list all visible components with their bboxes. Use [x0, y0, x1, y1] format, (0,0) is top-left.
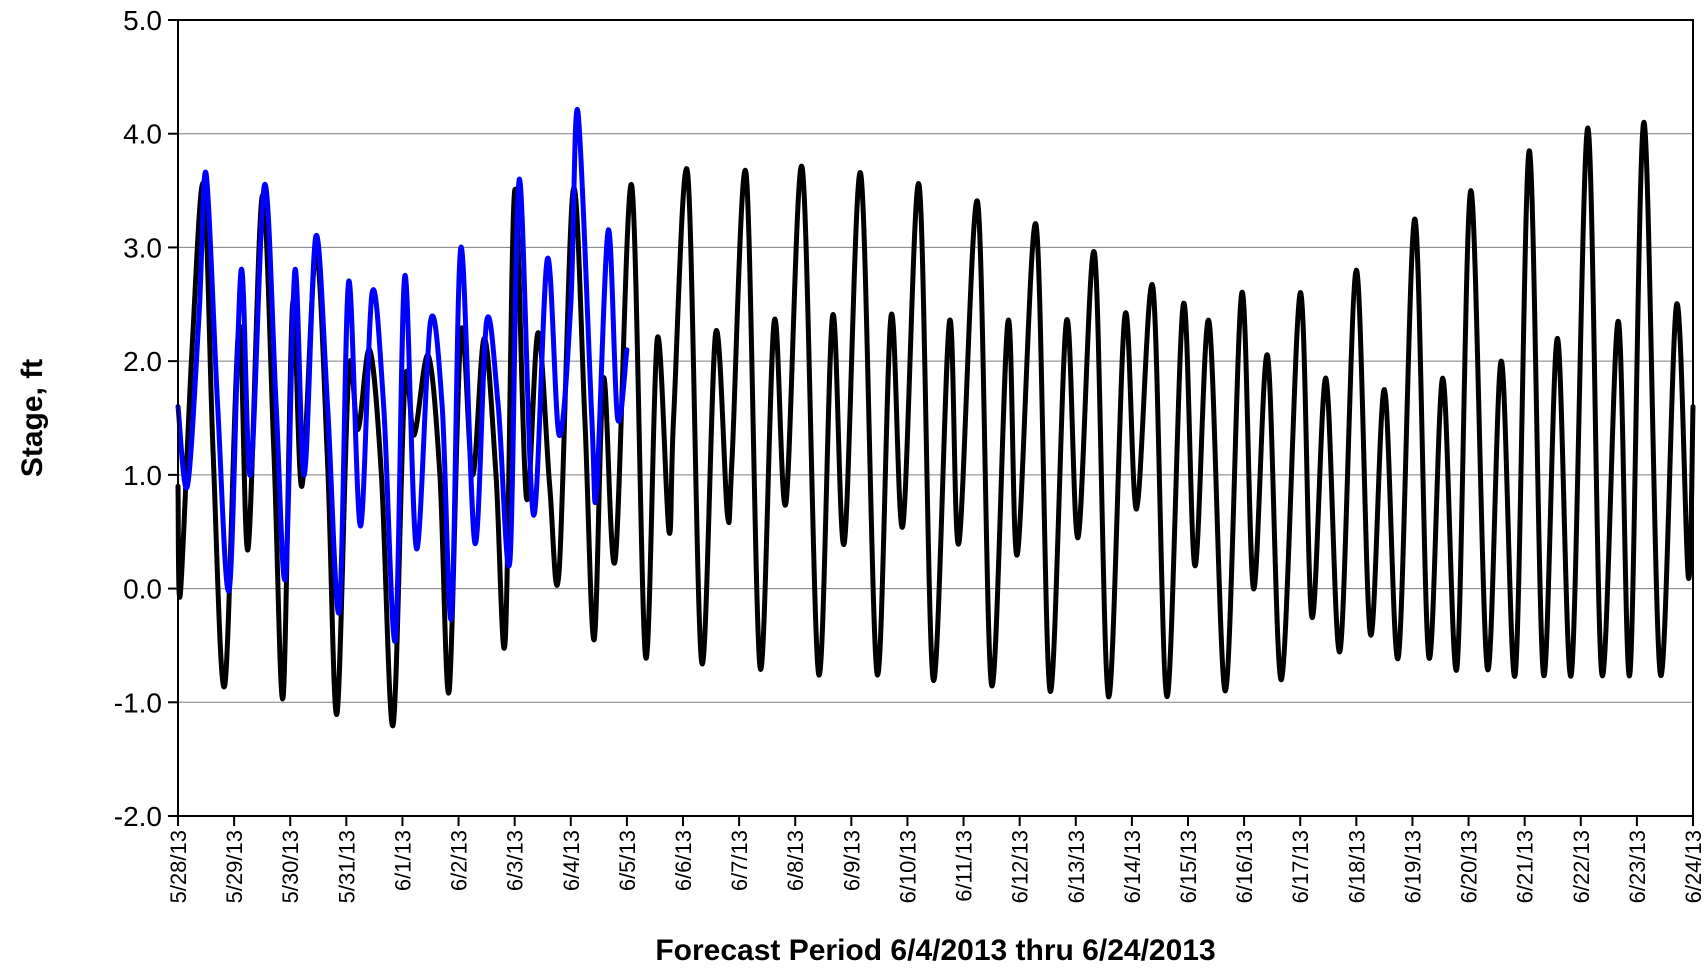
series-line-blue — [175, 106, 630, 644]
x-tick-label: 6/17/13 — [1288, 830, 1313, 903]
x-tick-label: 6/16/13 — [1232, 830, 1257, 903]
x-tick-label: 5/31/13 — [334, 830, 359, 903]
x-tick-label: 6/5/13 — [615, 830, 640, 891]
x-tick-label: 6/19/13 — [1400, 830, 1425, 903]
y-tick-label: 2.0 — [123, 346, 162, 377]
x-tick-label: 6/15/13 — [1176, 830, 1201, 903]
y-tick-label: 5.0 — [123, 5, 162, 36]
x-axis-title: Forecast Period 6/4/2013 thru 6/24/2013 — [655, 934, 1215, 967]
x-tick-label: 6/11/13 — [952, 830, 977, 902]
x-tick-label: 5/28/13 — [166, 830, 191, 903]
y-tick-label: 0.0 — [123, 574, 162, 605]
x-tick-label: 6/10/13 — [895, 830, 920, 903]
x-tick-label: 6/12/13 — [1008, 830, 1033, 903]
y-tick-label: 1.0 — [123, 460, 162, 491]
x-tick-label: 6/9/13 — [839, 830, 864, 891]
x-tick-label: 6/2/13 — [447, 830, 472, 891]
x-tick-label: 6/22/13 — [1569, 830, 1594, 903]
x-axis: 5/28/13 5/29/13 5/30/13 5/31/13 6/1/13 6/2/13… — [166, 816, 1706, 903]
x-tick-label: 6/8/13 — [783, 830, 808, 891]
x-tick-label: 5/29/13 — [222, 830, 247, 903]
x-tick-label: 6/18/13 — [1344, 830, 1369, 903]
series-layer — [175, 106, 1696, 728]
y-tick-label: 3.0 — [123, 232, 162, 263]
y-axis-title: Stage, ft — [16, 359, 49, 477]
y-axis: -2.0 -1.0 0.0 1.0 2.0 3.0 4.0 5.0 — [114, 5, 178, 832]
series-line-black — [175, 119, 1696, 728]
x-tick-label: 5/30/13 — [278, 830, 303, 903]
x-tick-label: 6/23/13 — [1625, 830, 1650, 903]
x-tick-label: 6/20/13 — [1457, 830, 1482, 903]
x-tick-label: 6/3/13 — [503, 830, 528, 891]
x-tick-label: 6/7/13 — [727, 830, 752, 891]
y-tick-label: -2.0 — [114, 801, 162, 832]
x-tick-label: 6/14/13 — [1120, 830, 1145, 903]
y-tick-label: -1.0 — [114, 687, 162, 718]
x-tick-label: 6/4/13 — [559, 830, 584, 891]
plot-area-frame — [177, 19, 1694, 817]
x-tick-label: 6/24/13 — [1681, 830, 1706, 903]
x-tick-label: 6/21/13 — [1513, 830, 1538, 903]
x-tick-label: 6/1/13 — [390, 830, 415, 891]
x-tick-label: 6/6/13 — [671, 830, 696, 891]
y-tick-label: 4.0 — [123, 119, 162, 150]
x-tick-label: 6/13/13 — [1064, 830, 1089, 903]
